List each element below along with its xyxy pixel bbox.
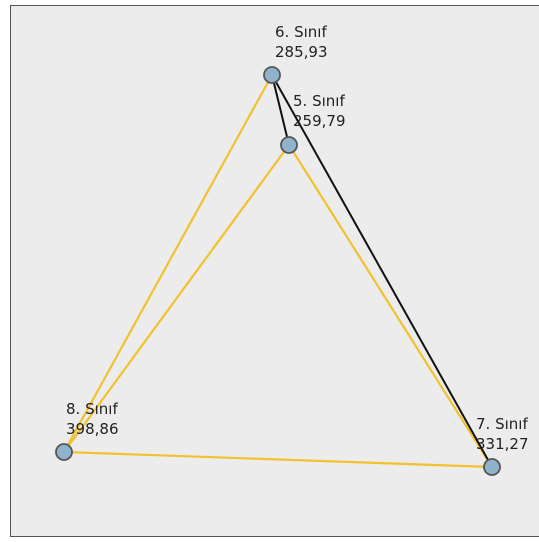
node-label: 8. Sınıf	[66, 400, 118, 418]
panel	[10, 5, 539, 537]
node	[263, 66, 281, 84]
edge	[63, 74, 273, 453]
node-value: 259,79	[293, 112, 346, 130]
edge	[288, 144, 493, 468]
edge	[63, 144, 290, 453]
node-label: 7. Sınıf	[476, 415, 528, 433]
node	[55, 443, 73, 461]
edge	[271, 74, 493, 468]
edge	[63, 450, 493, 469]
edge	[271, 74, 290, 146]
nodes	[55, 66, 501, 476]
edges-black	[271, 74, 493, 468]
node-label: 5. Sınıf	[293, 92, 345, 110]
node-value: 398,86	[66, 420, 119, 438]
edges	[63, 74, 493, 469]
node	[483, 458, 501, 476]
node-value: 285,93	[275, 43, 328, 61]
node-value: 331,27	[476, 435, 529, 453]
node-label: 6. Sınıf	[275, 23, 327, 41]
node	[280, 136, 298, 154]
